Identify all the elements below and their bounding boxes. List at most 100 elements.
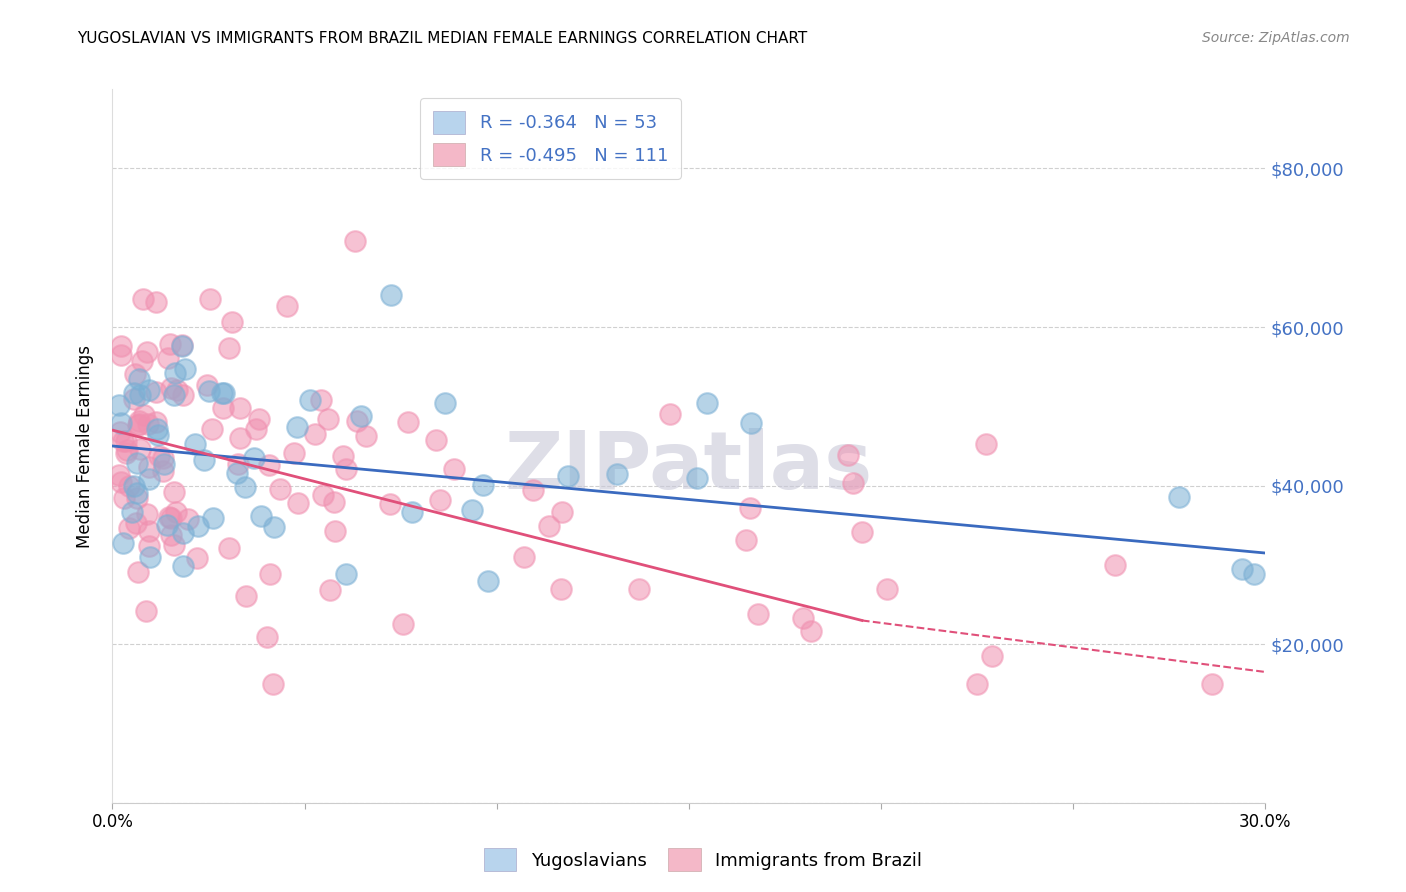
Point: [740, 416, 762, 430]
Point: [160, 511, 183, 525]
Point: [172, 526, 194, 541]
Point: [477, 574, 499, 588]
Point: [425, 433, 447, 447]
Point: [229, 401, 252, 415]
Point: [283, 446, 305, 460]
Point: [332, 449, 354, 463]
Point: [128, 372, 150, 386]
Point: [134, 409, 156, 423]
Point: [145, 294, 167, 309]
Point: [243, 450, 266, 465]
Point: [110, 475, 132, 489]
Point: [138, 383, 160, 397]
Point: [110, 338, 132, 352]
Point: [195, 377, 218, 392]
Point: [396, 415, 419, 429]
Point: [122, 385, 145, 400]
Point: [121, 505, 143, 519]
Point: [162, 388, 184, 402]
Point: [461, 503, 484, 517]
Point: [172, 388, 194, 402]
Point: [335, 567, 357, 582]
Text: YUGOSLAVIAN VS IMMIGRANTS FROM BRAZIL MEDIAN FEMALE EARNINGS CORRELATION CHART: YUGOSLAVIAN VS IMMIGRANTS FROM BRAZIL ME…: [77, 31, 807, 46]
Point: [201, 511, 224, 525]
Point: [309, 392, 332, 407]
Point: [128, 417, 150, 431]
Point: [256, 630, 278, 644]
Legend: Yugoslavians, Immigrants from Brazil: Yugoslavians, Immigrants from Brazil: [477, 841, 929, 879]
Point: [117, 442, 139, 457]
Point: [165, 505, 187, 519]
Point: [247, 412, 270, 426]
Point: [166, 383, 188, 397]
Y-axis label: Median Female Earnings: Median Female Earnings: [76, 344, 94, 548]
Point: [186, 550, 208, 565]
Point: [401, 505, 423, 519]
Point: [125, 516, 148, 530]
Point: [276, 299, 298, 313]
Point: [125, 456, 148, 470]
Point: [122, 392, 145, 406]
Point: [172, 558, 194, 573]
Point: [108, 425, 131, 440]
Point: [128, 414, 150, 428]
Point: [170, 338, 193, 352]
Point: [110, 348, 132, 362]
Point: [156, 351, 179, 365]
Point: [628, 582, 651, 597]
Point: [434, 395, 457, 409]
Point: [125, 485, 148, 500]
Point: [129, 442, 152, 456]
Point: [245, 422, 267, 436]
Point: [792, 610, 814, 624]
Point: [249, 509, 271, 524]
Point: [107, 398, 129, 412]
Point: [124, 368, 146, 382]
Point: [287, 496, 309, 510]
Point: [685, 471, 707, 485]
Point: [125, 491, 148, 505]
Point: [136, 345, 159, 359]
Point: [226, 466, 249, 480]
Point: [111, 536, 134, 550]
Point: [115, 446, 138, 460]
Point: [344, 234, 367, 248]
Point: [974, 437, 997, 451]
Point: [118, 478, 141, 492]
Point: [110, 416, 132, 430]
Point: [269, 483, 291, 497]
Point: [152, 450, 174, 465]
Point: [108, 468, 131, 483]
Point: [837, 448, 859, 462]
Point: [163, 485, 186, 500]
Text: ZIPatlas: ZIPatlas: [505, 428, 873, 507]
Point: [443, 461, 465, 475]
Point: [193, 453, 215, 467]
Point: [212, 401, 235, 415]
Point: [658, 407, 681, 421]
Point: [378, 497, 401, 511]
Point: [738, 501, 761, 516]
Point: [257, 458, 280, 472]
Point: [259, 567, 281, 582]
Point: [1104, 558, 1126, 572]
Point: [312, 488, 335, 502]
Point: [380, 288, 402, 302]
Point: [146, 427, 169, 442]
Point: [392, 616, 415, 631]
Point: [131, 354, 153, 368]
Point: [163, 367, 186, 381]
Point: [127, 565, 149, 579]
Point: [966, 677, 988, 691]
Point: [198, 292, 221, 306]
Point: [139, 550, 162, 565]
Point: [200, 422, 222, 436]
Point: [335, 462, 357, 476]
Point: [1243, 567, 1265, 582]
Point: [132, 292, 155, 306]
Point: [551, 505, 574, 519]
Point: [129, 387, 152, 401]
Point: [228, 431, 250, 445]
Point: [152, 464, 174, 478]
Point: [218, 541, 240, 556]
